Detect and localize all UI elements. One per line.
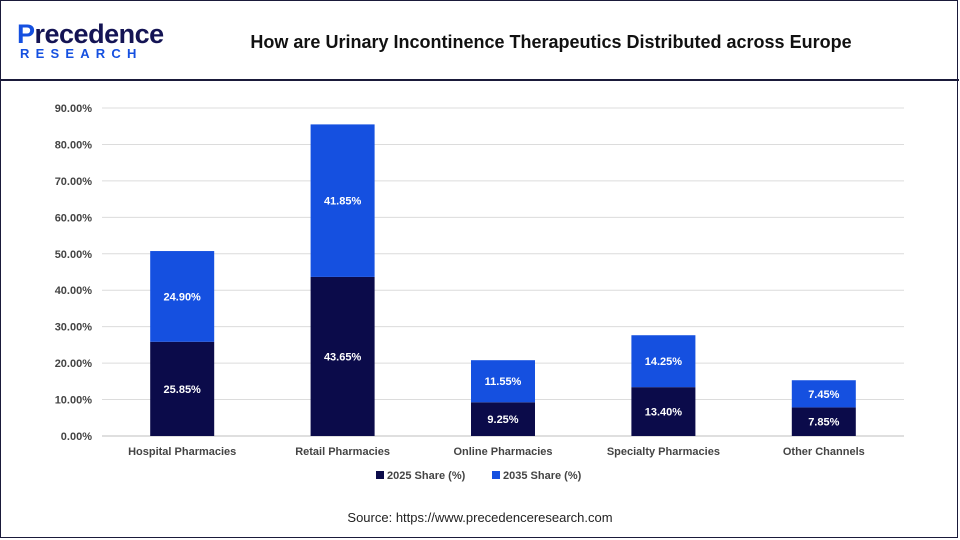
data-label: 7.45% [808, 389, 839, 401]
data-label: 14.25% [645, 356, 683, 368]
logo-brand: Precedence [17, 19, 164, 49]
legend-swatch [492, 471, 500, 479]
y-tick-label: 0.00% [61, 431, 92, 443]
y-tick-label: 70.00% [55, 176, 93, 188]
x-tick-label: Other Channels [783, 446, 865, 458]
data-label: 13.40% [645, 407, 683, 419]
data-label: 43.65% [324, 351, 362, 363]
y-tick-label: 80.00% [55, 139, 93, 151]
logo-subtitle: RESEARCH [20, 46, 143, 61]
y-tick-label: 60.00% [55, 212, 93, 224]
data-label: 9.25% [487, 414, 518, 426]
bar-segment [310, 276, 375, 436]
bar-segment [310, 124, 375, 277]
legend-label: 2035 Share (%) [503, 470, 582, 482]
bar-segment [631, 335, 696, 388]
y-tick-label: 50.00% [55, 249, 93, 261]
header: Precedence RESEARCH How are Urinary Inco… [1, 1, 959, 81]
data-label: 41.85% [324, 196, 362, 208]
data-label: 7.85% [808, 417, 839, 429]
bar-segment [471, 360, 535, 403]
y-tick-label: 10.00% [55, 395, 93, 407]
logo-brand-text: recedence [34, 19, 165, 49]
y-tick-label: 30.00% [55, 322, 93, 334]
data-label: 24.90% [164, 291, 202, 303]
bar-segment [791, 407, 856, 436]
stacked-bar-chart: 0.00% 10.00% 20.00% 30.00% 40.00% 50.00% 60.00… [55, 103, 904, 482]
data-label: 25.85% [164, 384, 202, 396]
y-tick-label: 90.00% [55, 103, 93, 115]
logo-initial: P [17, 19, 35, 49]
precedence-research-logo: Precedence RESEARCH [17, 19, 167, 65]
bar-segment [791, 380, 856, 408]
x-tick-label: Specialty Pharmacies [607, 446, 720, 458]
legend-label: 2025 Share (%) [387, 470, 466, 482]
source-note: Source: https://www.precedenceresearch.c… [347, 510, 613, 525]
data-label: 11.55% [485, 376, 522, 388]
x-tick-label: Hospital Pharmacies [128, 446, 236, 458]
legend-swatch [376, 471, 384, 479]
bar-segment [471, 402, 535, 436]
x-tick-label: Retail Pharmacies [295, 446, 390, 458]
bar-segment [631, 387, 696, 436]
y-tick-label: 40.00% [55, 285, 93, 297]
y-tick-label: 20.00% [55, 358, 93, 370]
bar-segment [150, 341, 215, 436]
chart-title: How are Urinary Incontinence Therapeutic… [250, 32, 852, 52]
bar-segment [150, 251, 215, 342]
x-tick-label: Online Pharmacies [453, 446, 552, 458]
